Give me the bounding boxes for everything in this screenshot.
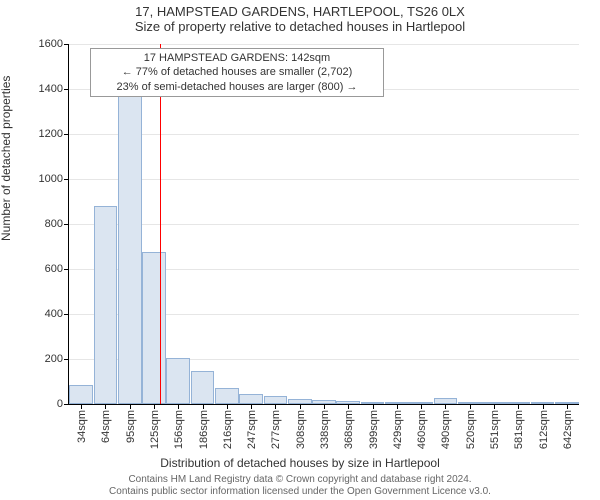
- xtick-mark: [445, 404, 446, 409]
- chart-container: { "title": "17, HAMPSTEAD GARDENS, HARTL…: [0, 0, 600, 500]
- xtick-mark: [130, 404, 131, 409]
- ytick-label: 1600: [39, 38, 69, 50]
- xtick-label: 308sqm: [293, 410, 307, 449]
- xtick-label: 490sqm: [438, 410, 452, 449]
- xtick-label: 612sqm: [536, 410, 550, 449]
- xtick-label: 125sqm: [147, 410, 161, 449]
- xtick-mark: [275, 404, 276, 409]
- xtick-mark: [494, 404, 495, 409]
- reference-annotation: 17 HAMPSTEAD GARDENS: 142sqm← 77% of det…: [90, 48, 384, 97]
- xtick-mark: [421, 404, 422, 409]
- y-axis-title: Number of detached properties: [0, 221, 13, 241]
- xtick-label: 581sqm: [511, 410, 525, 449]
- annotation-line: ← 77% of detached houses are smaller (2,…: [97, 65, 377, 79]
- attribution-line1: Contains HM Land Registry data © Crown c…: [0, 474, 600, 486]
- xtick-label: 551sqm: [487, 410, 501, 449]
- xtick-label: 95sqm: [123, 410, 137, 443]
- xtick-label: 460sqm: [414, 410, 428, 449]
- histogram-bar: [239, 394, 263, 404]
- xtick-label: 156sqm: [171, 410, 185, 449]
- xtick-mark: [324, 404, 325, 409]
- histogram-bar: [118, 96, 142, 404]
- xtick-label: 186sqm: [196, 410, 210, 449]
- reference-line: [160, 44, 161, 404]
- histogram-plot-area: 0200400600800100012001400160034sqm64sqm9…: [68, 44, 579, 405]
- xtick-mark: [373, 404, 374, 409]
- xtick-label: 399sqm: [366, 410, 380, 449]
- ytick-label: 1400: [39, 83, 69, 95]
- attribution-line2: Contains public sector information licen…: [0, 486, 600, 498]
- xtick-label: 216sqm: [220, 410, 234, 449]
- gridline: [69, 44, 579, 45]
- gridline: [69, 224, 579, 225]
- xtick-label: 34sqm: [74, 410, 88, 443]
- xtick-mark: [348, 404, 349, 409]
- histogram-bar: [166, 358, 190, 404]
- ytick-label: 1000: [39, 173, 69, 185]
- attribution-text: Contains HM Land Registry data © Crown c…: [0, 474, 600, 498]
- xtick-mark: [154, 404, 155, 409]
- xtick-mark: [203, 404, 204, 409]
- xtick-mark: [251, 404, 252, 409]
- chart-title: 17, HAMPSTEAD GARDENS, HARTLEPOOL, TS26 …: [0, 0, 600, 19]
- xtick-label: 429sqm: [390, 410, 404, 449]
- ytick-label: 800: [45, 218, 69, 230]
- xtick-label: 338sqm: [317, 410, 331, 449]
- ytick-label: 0: [57, 398, 69, 410]
- xtick-mark: [105, 404, 106, 409]
- histogram-bar: [215, 388, 239, 404]
- xtick-mark: [397, 404, 398, 409]
- xtick-label: 642sqm: [560, 410, 574, 449]
- gridline: [69, 179, 579, 180]
- xtick-label: 277sqm: [268, 410, 282, 449]
- gridline: [69, 134, 579, 135]
- annotation-line: 23% of semi-detached houses are larger (…: [97, 80, 377, 94]
- histogram-bar: [142, 252, 166, 404]
- ytick-label: 400: [45, 308, 69, 320]
- x-axis-title: Distribution of detached houses by size …: [0, 456, 600, 470]
- histogram-bar: [94, 206, 118, 404]
- xtick-mark: [567, 404, 568, 409]
- xtick-mark: [81, 404, 82, 409]
- annotation-line: 17 HAMPSTEAD GARDENS: 142sqm: [97, 51, 377, 65]
- xtick-mark: [227, 404, 228, 409]
- ytick-label: 1200: [39, 128, 69, 140]
- ytick-label: 200: [45, 353, 69, 365]
- histogram-bar: [69, 385, 93, 404]
- xtick-mark: [178, 404, 179, 409]
- xtick-label: 247sqm: [244, 410, 258, 449]
- xtick-mark: [518, 404, 519, 409]
- xtick-label: 520sqm: [463, 410, 477, 449]
- xtick-mark: [300, 404, 301, 409]
- ytick-label: 600: [45, 263, 69, 275]
- histogram-bar: [264, 396, 288, 404]
- xtick-label: 368sqm: [341, 410, 355, 449]
- xtick-mark: [470, 404, 471, 409]
- histogram-bar: [191, 371, 215, 404]
- xtick-mark: [543, 404, 544, 409]
- chart-subtitle: Size of property relative to detached ho…: [0, 19, 600, 38]
- xtick-label: 64sqm: [98, 410, 112, 443]
